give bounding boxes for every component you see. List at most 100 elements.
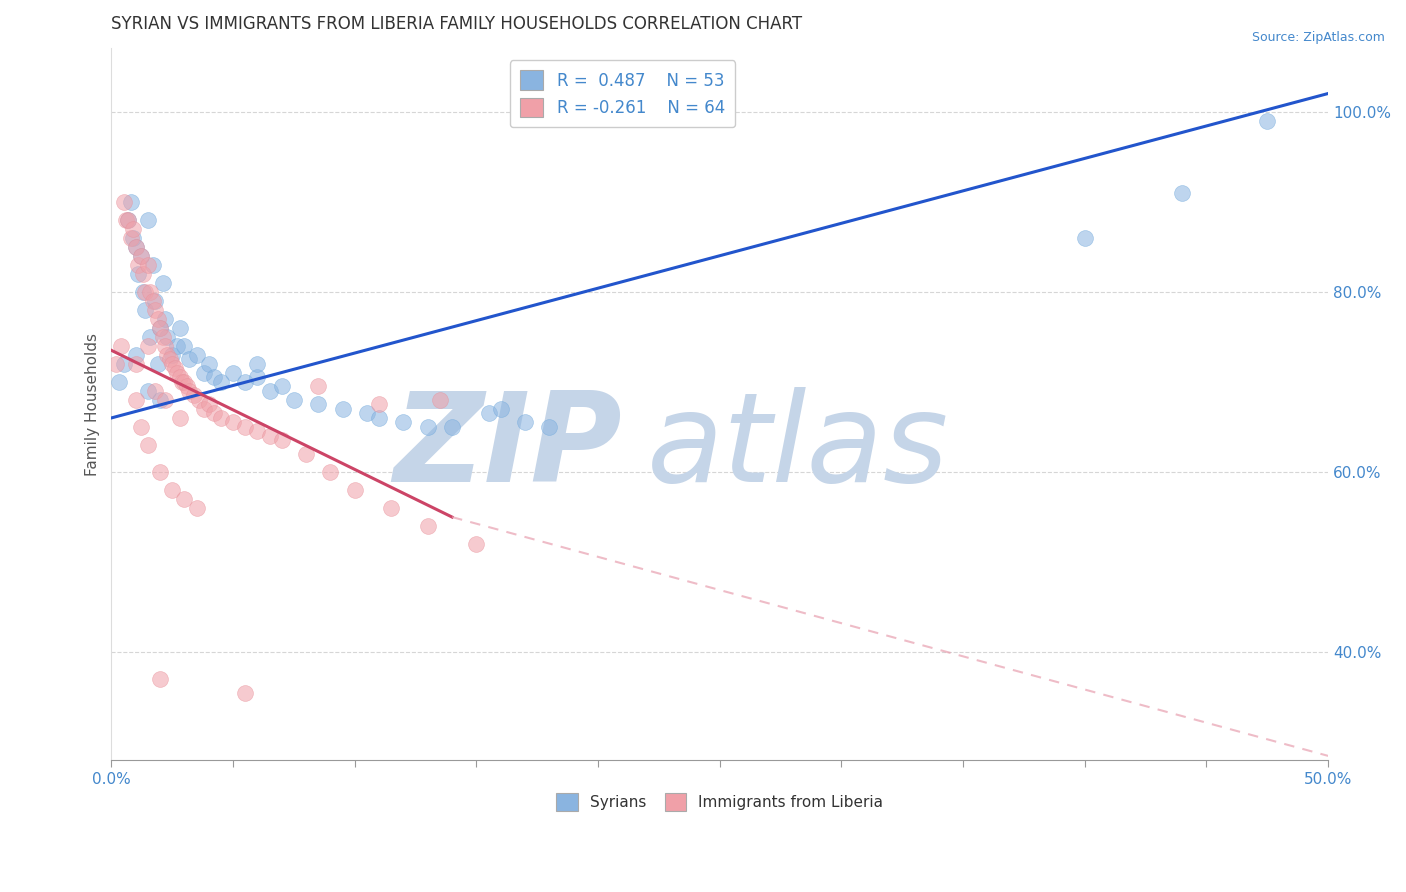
Point	[246, 357, 269, 371]
Point	[127, 267, 149, 281]
Point	[146, 357, 169, 371]
Point	[120, 194, 142, 209]
Point	[295, 447, 318, 461]
Point	[136, 212, 159, 227]
Point	[368, 397, 391, 411]
Point	[222, 366, 245, 380]
Point	[134, 302, 156, 317]
Point	[186, 348, 208, 362]
Point	[153, 311, 176, 326]
Point	[416, 420, 439, 434]
Point	[156, 330, 179, 344]
Point	[112, 194, 135, 209]
Point	[179, 352, 201, 367]
Point	[163, 361, 186, 376]
Point	[1171, 186, 1194, 200]
Point	[233, 375, 256, 389]
Point	[429, 392, 451, 407]
Point	[259, 384, 281, 398]
Point	[117, 212, 139, 227]
Point	[465, 537, 488, 551]
Point	[143, 293, 166, 308]
Point	[142, 258, 165, 272]
Point	[129, 249, 152, 263]
Point	[136, 339, 159, 353]
Point	[149, 673, 172, 687]
Point	[139, 285, 162, 299]
Point	[125, 357, 148, 371]
Point	[129, 420, 152, 434]
Point	[270, 379, 292, 393]
Point	[538, 420, 561, 434]
Point	[1256, 113, 1278, 128]
Point	[127, 258, 149, 272]
Point	[152, 276, 174, 290]
Point	[122, 221, 145, 235]
Point	[117, 212, 139, 227]
Point	[125, 348, 148, 362]
Point	[169, 321, 191, 335]
Point	[156, 348, 179, 362]
Point	[283, 392, 305, 407]
Point	[162, 357, 184, 371]
Point	[202, 406, 225, 420]
Point	[489, 401, 512, 416]
Point	[136, 384, 159, 398]
Point	[173, 339, 195, 353]
Point	[162, 348, 184, 362]
Point	[478, 406, 501, 420]
Point	[270, 434, 292, 448]
Point	[120, 230, 142, 244]
Point	[209, 411, 232, 425]
Point	[1074, 230, 1097, 244]
Point	[166, 366, 188, 380]
Point	[107, 375, 129, 389]
Point	[173, 491, 195, 506]
Point	[233, 420, 256, 434]
Point	[193, 401, 215, 416]
Point	[149, 392, 172, 407]
Point	[110, 339, 132, 353]
Point	[132, 285, 155, 299]
Point	[149, 321, 172, 335]
Point	[132, 267, 155, 281]
Point	[176, 379, 198, 393]
Point	[197, 357, 219, 371]
Point	[166, 339, 188, 353]
Point	[162, 483, 184, 497]
Point	[134, 285, 156, 299]
Y-axis label: Family Households: Family Households	[86, 333, 100, 476]
Point	[186, 501, 208, 516]
Point	[209, 375, 232, 389]
Point	[233, 686, 256, 700]
Point	[173, 375, 195, 389]
Point	[139, 330, 162, 344]
Point	[202, 370, 225, 384]
Text: Source: ZipAtlas.com: Source: ZipAtlas.com	[1251, 31, 1385, 45]
Point	[222, 416, 245, 430]
Point	[197, 397, 219, 411]
Point	[152, 330, 174, 344]
Point	[105, 357, 128, 371]
Point	[143, 302, 166, 317]
Text: atlas: atlas	[647, 386, 949, 508]
Point	[307, 379, 329, 393]
Point	[259, 429, 281, 443]
Point	[129, 249, 152, 263]
Point	[159, 352, 181, 367]
Point	[307, 397, 329, 411]
Point	[179, 384, 201, 398]
Point	[392, 416, 415, 430]
Point	[125, 240, 148, 254]
Point	[441, 420, 464, 434]
Point	[136, 258, 159, 272]
Point	[193, 366, 215, 380]
Legend: Syrians, Immigrants from Liberia: Syrians, Immigrants from Liberia	[550, 787, 890, 817]
Point	[356, 406, 378, 420]
Point	[125, 240, 148, 254]
Point	[246, 370, 269, 384]
Point	[149, 465, 172, 479]
Point	[153, 339, 176, 353]
Point	[170, 375, 193, 389]
Point	[149, 321, 172, 335]
